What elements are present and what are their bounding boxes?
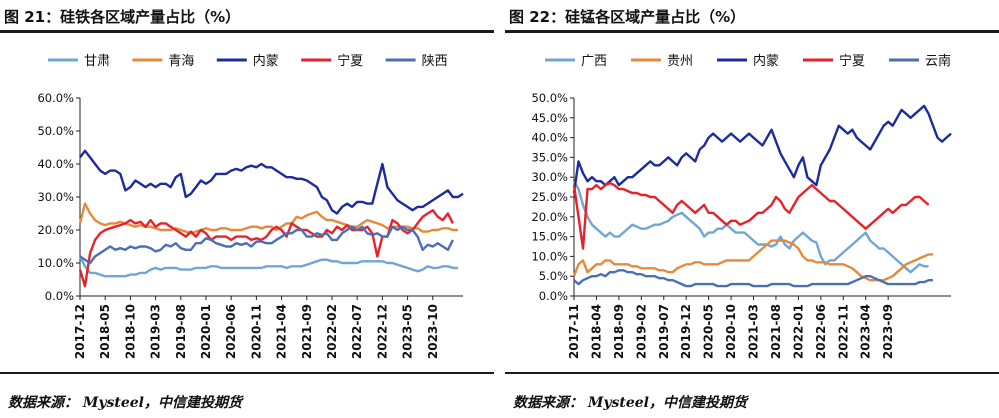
series-line-内蒙 xyxy=(572,104,952,194)
x-tick-label: 2022-02 xyxy=(325,304,339,359)
y-tick-label: 35.0% xyxy=(531,150,568,164)
x-tick-label: 2023-09 xyxy=(881,304,895,359)
y-tick-label: 45.0% xyxy=(531,111,568,125)
x-tick-label: 2022-07 xyxy=(350,304,364,359)
figure-title: 图 22：硅锰各区域产量占比（%） xyxy=(509,8,746,26)
legend-label: 内蒙 xyxy=(253,53,279,69)
figure-21-panel: 图 21：硅铁各区域产量占比（%） 甘肃 青海 内蒙 宁夏 陕西 0.0% 10.0% 20.… xyxy=(0,0,494,418)
legend-label: 陕西 xyxy=(422,54,448,69)
x-tick-label: 2018-05 xyxy=(98,304,112,359)
y-tick-label: 5.0% xyxy=(539,269,568,283)
x-tick-label: 2018-10 xyxy=(123,304,137,359)
y-tick-label: 40.0% xyxy=(37,157,74,171)
y-tick-label: 40.0% xyxy=(531,131,568,145)
y-tick-label: 10.0% xyxy=(37,256,74,270)
y-tick-label: 60.0% xyxy=(37,91,74,105)
x-tick-label: 2022-01 xyxy=(791,304,805,359)
source-note: 数据来源： Mysteel，中信建投期货 xyxy=(8,395,242,411)
y-tick-label: 0.0% xyxy=(45,289,74,303)
x-axis: 2017-11 2018-04 2018-09 2019-02 2019-07 2019-… xyxy=(567,295,951,359)
x-tick-label: 2021-08 xyxy=(769,304,783,359)
y-axis: 0.0% 5.0% 10.0% 15.0% 20.0% 25.0% 30.0% 35.0% 40… xyxy=(531,91,575,303)
series-line-云南 xyxy=(573,269,933,288)
x-tick-label: 2020-01 xyxy=(199,304,213,359)
x-axis: 2017-12 2018-05 2018-10 2019-03 2019-08 2020-… xyxy=(73,295,463,359)
legend: 广西 贵州 内蒙 宁夏 云南 xyxy=(545,53,951,69)
legend-label: 内蒙 xyxy=(753,53,779,69)
x-tick-label: 2022-11 xyxy=(836,304,850,359)
x-tick-label: 2021-04 xyxy=(275,304,289,359)
x-tick-label: 2019-02 xyxy=(634,304,648,359)
legend-label: 宁夏 xyxy=(337,53,363,69)
x-tick-label: 2020-06 xyxy=(224,304,238,359)
x-tick-label: 2023-05 xyxy=(401,304,415,359)
chart-silicomanganese: 广西 贵州 内蒙 宁夏 云南 0.0% 5.0% 10.0% 15.0% 20.0% 25.0% 30… xyxy=(531,53,952,359)
y-tick-label: 0.0% xyxy=(539,289,568,303)
chart-ferrosilicon: 甘肃 青海 内蒙 宁夏 陕西 0.0% 10.0% 20.0% 30.0% 40.0% 50.0% 6… xyxy=(37,53,464,359)
x-tick-label: 2022-06 xyxy=(814,304,828,359)
x-tick-label: 2018-09 xyxy=(612,304,626,359)
legend-label: 云南 xyxy=(925,53,951,69)
series-lines xyxy=(572,104,952,288)
series-line-宁夏 xyxy=(78,208,454,288)
legend: 甘肃 青海 内蒙 宁夏 陕西 xyxy=(48,53,448,69)
x-tick-label: 2021-09 xyxy=(300,304,314,359)
series-line-宁夏 xyxy=(572,181,930,250)
source-note: 数据来源： Mysteel，中信建投期货 xyxy=(513,395,747,411)
x-tick-label: 2023-04 xyxy=(859,304,873,359)
legend-label: 广西 xyxy=(581,54,607,69)
y-tick-label: 50.0% xyxy=(531,91,568,105)
y-tick-label: 30.0% xyxy=(37,190,74,204)
legend-label: 宁夏 xyxy=(839,53,865,69)
series-line-贵州 xyxy=(572,239,933,282)
series-line-陕西 xyxy=(79,225,454,265)
legend-label: 贵州 xyxy=(667,54,693,69)
title-rule xyxy=(505,30,999,33)
x-tick-label: 2019-07 xyxy=(657,304,671,359)
y-tick-label: 10.0% xyxy=(531,249,568,263)
legend-label: 青海 xyxy=(168,54,194,69)
x-tick-label: 2020-10 xyxy=(724,304,738,359)
x-tick-label: 2023-10 xyxy=(426,304,440,359)
x-tick-label: 2018-04 xyxy=(589,304,603,359)
y-tick-label: 30.0% xyxy=(531,170,568,184)
x-tick-label: 2019-12 xyxy=(679,304,693,359)
y-tick-label: 50.0% xyxy=(37,124,74,138)
series-line-广西 xyxy=(572,180,929,274)
x-tick-label: 2017-12 xyxy=(73,304,87,359)
legend-label: 甘肃 xyxy=(84,54,110,69)
y-tick-label: 25.0% xyxy=(531,190,568,204)
series-line-甘肃 xyxy=(78,255,458,278)
title-rule xyxy=(0,30,494,33)
y-axis: 0.0% 10.0% 20.0% 30.0% 40.0% 50.0% 60.0% xyxy=(37,91,81,303)
source-rule xyxy=(505,372,999,374)
source-rule xyxy=(0,372,494,374)
y-tick-label: 20.0% xyxy=(37,223,74,237)
y-tick-label: 15.0% xyxy=(531,230,568,244)
x-tick-label: 2022-12 xyxy=(375,304,389,359)
figure-22-panel: 图 22：硅锰各区域产量占比（%） 广西 贵州 内蒙 宁夏 云南 0.0% 5.0% 10.0… xyxy=(505,0,999,418)
x-tick-label: 2019-03 xyxy=(149,304,163,359)
series-lines xyxy=(78,149,464,288)
x-tick-label: 2019-08 xyxy=(174,304,188,359)
figure-title: 图 21：硅铁各区域产量占比（%） xyxy=(4,8,241,26)
x-tick-label: 2020-11 xyxy=(249,304,263,359)
x-tick-label: 2017-11 xyxy=(567,304,581,359)
series-line-内蒙 xyxy=(79,149,464,215)
y-tick-label: 20.0% xyxy=(531,210,568,224)
x-tick-label: 2021-03 xyxy=(747,304,761,359)
x-tick-label: 2020-05 xyxy=(702,304,716,359)
